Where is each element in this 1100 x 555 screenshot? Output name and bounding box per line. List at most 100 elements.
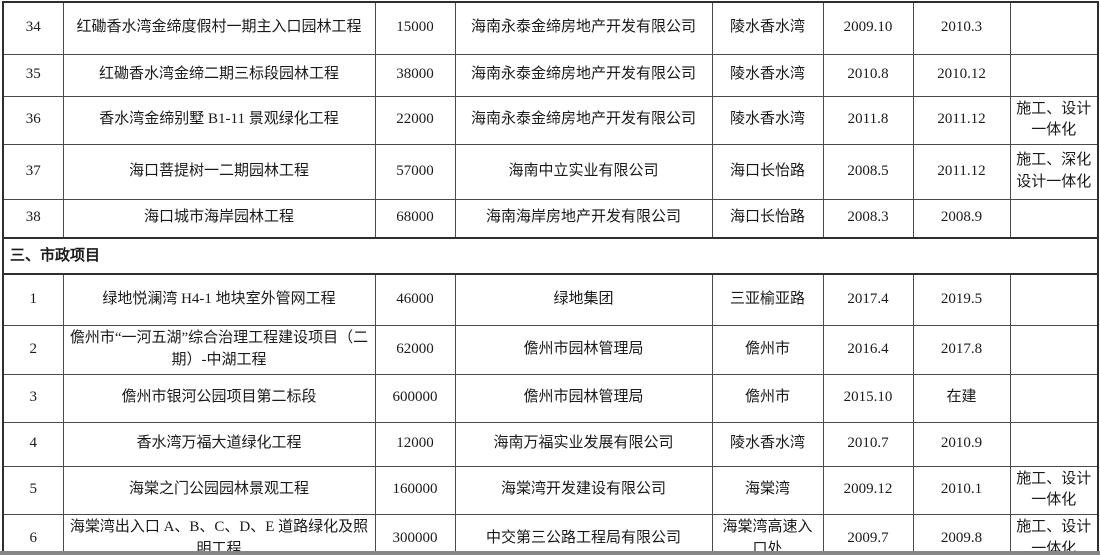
amount-cell: 15000 [374,1,456,55]
company-cell: 海南永泰金缔房地产开发有限公司 [454,1,713,55]
location-cell: 海口长怡路 [711,199,824,238]
section-header-row: 三、市政项目 [2,236,1099,275]
company-cell: 儋州市园林管理局 [454,325,713,375]
end-date-cell: 2010.3 [912,1,1011,55]
table-row: 37 海口菩提树一二期园林工程 57000 海南中立实业有限公司 海口长怡路 2008.5… [2,144,1099,200]
company-cell: 绿地集团 [454,273,713,326]
row-number-cell: 4 [2,421,64,467]
table-row: 6 海棠湾出入口 A、B、C、D、E 道路绿化及照明工程 300000 中交第三公路工… [2,514,1099,555]
start-date-cell: 2015.10 [822,373,914,423]
location-cell: 陵水香水湾 [711,53,824,97]
table-row: 3 儋州市银河公园项目第二标段 600000 儋州市园林管理局 儋州市 2015.10 在建 [2,373,1099,423]
company-cell: 海南中立实业有限公司 [454,144,713,200]
location-cell: 海棠湾 [711,465,824,515]
row-number-cell: 3 [2,373,64,423]
table-row: 5 海棠之门公园园林景观工程 160000 海棠湾开发建设有限公司 海棠湾 2009.12… [2,465,1099,515]
location-cell: 海棠湾高速入口处 [711,514,824,555]
note-cell: 施工、设计一体化 [1009,514,1099,555]
table-row: 4 香水湾万福大道绿化工程 12000 海南万福实业发展有限公司 陵水香水湾 2010.7… [2,421,1099,467]
end-date-cell: 2009.8 [912,514,1011,555]
note-cell [1009,273,1099,326]
amount-cell: 46000 [374,273,456,326]
company-cell: 中交第三公路工程局有限公司 [454,514,713,555]
location-cell: 陵水香水湾 [711,421,824,467]
note-cell [1009,325,1099,375]
company-cell: 海南永泰金缔房地产开发有限公司 [454,95,713,145]
project-name-cell: 海棠湾出入口 A、B、C、D、E 道路绿化及照明工程 [62,514,376,555]
amount-cell: 300000 [374,514,456,555]
amount-cell: 38000 [374,53,456,97]
amount-cell: 160000 [374,465,456,515]
end-date-cell: 2010.9 [912,421,1011,467]
start-date-cell: 2009.7 [822,514,914,555]
table-row: 1 绿地悦澜湾 H4-1 地块室外管网工程 46000 绿地集团 三亚榆亚路 2017.4… [2,273,1099,326]
start-date-cell: 2010.8 [822,53,914,97]
amount-cell: 68000 [374,199,456,238]
location-cell: 陵水香水湾 [711,95,824,145]
bottom-edge-strip [0,551,1100,555]
note-cell [1009,199,1099,238]
project-name-cell: 海棠之门公园园林景观工程 [62,465,376,515]
company-cell: 海南永泰金缔房地产开发有限公司 [454,53,713,97]
location-cell: 儋州市 [711,325,824,375]
amount-cell: 62000 [374,325,456,375]
location-cell: 儋州市 [711,373,824,423]
row-number-cell: 38 [2,199,64,238]
table-row: 38 海口城市海岸园林工程 68000 海南海岸房地产开发有限公司 海口长怡路 2008.… [2,199,1099,238]
row-number-cell: 2 [2,325,64,375]
project-name-cell: 红磡香水湾金缔度假村一期主入口园林工程 [62,1,376,55]
row-number-cell: 35 [2,53,64,97]
project-name-cell: 香水湾万福大道绿化工程 [62,421,376,467]
project-name-cell: 儋州市“一河五湖”综合治理工程建设项目（二期）-中湖工程 [62,325,376,375]
note-cell: 施工、深化设计一体化 [1009,144,1099,200]
project-name-cell: 海口城市海岸园林工程 [62,199,376,238]
row-number-cell: 6 [2,514,64,555]
location-cell: 三亚榆亚路 [711,273,824,326]
note-cell [1009,1,1099,55]
row-number-cell: 36 [2,95,64,145]
location-cell: 陵水香水湾 [711,1,824,55]
start-date-cell: 2009.10 [822,1,914,55]
amount-cell: 12000 [374,421,456,467]
start-date-cell: 2016.4 [822,325,914,375]
table-row: 34 红磡香水湾金缔度假村一期主入口园林工程 15000 海南永泰金缔房地产开发有限公… [2,1,1099,55]
start-date-cell: 2011.8 [822,95,914,145]
project-name-cell: 绿地悦澜湾 H4-1 地块室外管网工程 [62,273,376,326]
section-title: 三、市政项目 [2,236,1099,275]
start-date-cell: 2008.5 [822,144,914,200]
project-name-cell: 海口菩提树一二期园林工程 [62,144,376,200]
note-cell [1009,421,1099,467]
project-name-cell: 红磡香水湾金缔二期三标段园林工程 [62,53,376,97]
end-date-cell: 在建 [912,373,1011,423]
table-row: 36 香水湾金缔别墅 B1-11 景观绿化工程 22000 海南永泰金缔房地产开发有限… [2,95,1099,145]
end-date-cell: 2008.9 [912,199,1011,238]
company-cell: 儋州市园林管理局 [454,373,713,423]
row-number-cell: 34 [2,1,64,55]
row-number-cell: 5 [2,465,64,515]
table-row: 35 红磡香水湾金缔二期三标段园林工程 38000 海南永泰金缔房地产开发有限公司 陵水… [2,53,1099,97]
amount-cell: 600000 [374,373,456,423]
location-cell: 海口长怡路 [711,144,824,200]
start-date-cell: 2008.3 [822,199,914,238]
note-cell [1009,373,1099,423]
end-date-cell: 2010.1 [912,465,1011,515]
row-number-cell: 1 [2,273,64,326]
end-date-cell: 2019.5 [912,273,1011,326]
company-cell: 海南万福实业发展有限公司 [454,421,713,467]
row-number-cell: 37 [2,144,64,200]
project-name-cell: 儋州市银河公园项目第二标段 [62,373,376,423]
note-cell: 施工、设计一体化 [1009,465,1099,515]
amount-cell: 57000 [374,144,456,200]
end-date-cell: 2017.8 [912,325,1011,375]
project-name-cell: 香水湾金缔别墅 B1-11 景观绿化工程 [62,95,376,145]
start-date-cell: 2010.7 [822,421,914,467]
end-date-cell: 2011.12 [912,95,1011,145]
note-cell [1009,53,1099,97]
company-cell: 海棠湾开发建设有限公司 [454,465,713,515]
end-date-cell: 2011.12 [912,144,1011,200]
company-cell: 海南海岸房地产开发有限公司 [454,199,713,238]
start-date-cell: 2009.12 [822,465,914,515]
